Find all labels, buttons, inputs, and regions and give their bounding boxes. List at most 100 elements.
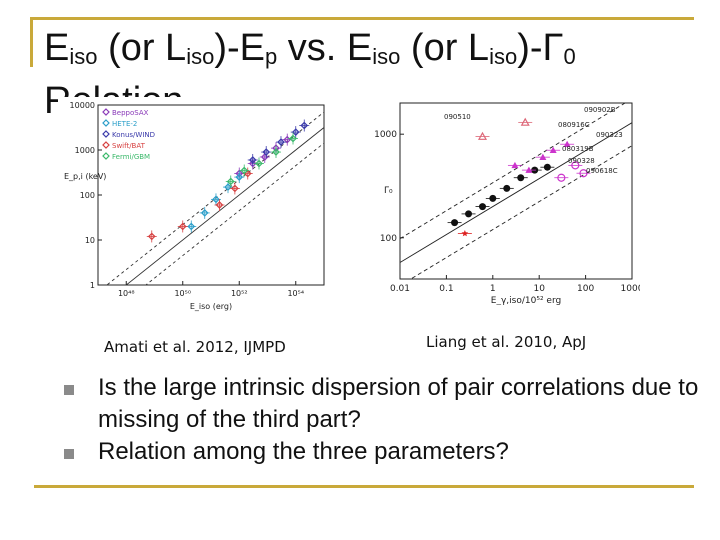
legend-label: HETE-2	[112, 120, 137, 128]
data-point	[465, 210, 473, 218]
data-point	[511, 161, 519, 169]
y-tick-label: 100	[80, 191, 95, 200]
data-point	[571, 161, 580, 170]
title-segment: (or L	[400, 27, 490, 69]
data-point	[517, 174, 525, 182]
x-tick-label: 1000	[621, 284, 640, 294]
data-point	[563, 140, 571, 148]
data-point	[300, 121, 309, 130]
data-point	[525, 166, 533, 173]
y-tick-label: 10	[85, 236, 95, 245]
best-fit-line	[400, 122, 632, 263]
data-point	[557, 173, 566, 182]
bullet-square-icon	[64, 449, 74, 459]
bullet-text: Relation among the three parameters?	[98, 438, 509, 465]
grb-label: 080916C	[558, 121, 590, 129]
data-point	[231, 184, 239, 193]
title-subscript: iso	[489, 44, 518, 69]
amati-chart-panel: 10⁴⁸ 10⁵⁰ 10⁵² 10⁵⁴ 1 10 100 1000 10000 E_iso (er…	[58, 97, 332, 313]
x-tick-label: 1	[490, 284, 496, 294]
x-tick-label: 10⁵⁰	[174, 289, 191, 298]
title-subscript: 0	[563, 44, 576, 69]
bullet-item: Relation among the three parameters?	[64, 436, 704, 468]
title-subscript: iso	[372, 44, 401, 69]
title-segment: (or L	[97, 27, 187, 69]
grb-label: 080319B	[562, 145, 594, 153]
grb-label: 090328	[568, 157, 595, 165]
x-tick-label: 10⁵⁴	[287, 289, 304, 298]
data-point	[461, 230, 469, 237]
legend-label: Konus/WIND	[112, 131, 155, 139]
x-tick-label: 0.1	[439, 284, 453, 294]
data-point	[255, 159, 263, 168]
upper-bound-line	[400, 103, 626, 240]
data-point	[539, 153, 547, 160]
data-point	[147, 232, 156, 241]
x-axis-label: E_iso (erg)	[190, 302, 232, 311]
plot-frame	[399, 102, 633, 280]
title-segment: )-E	[214, 27, 265, 69]
data-point	[451, 219, 459, 227]
data-point	[503, 184, 511, 192]
bullet-text: Is the large intrinsic dispersion of pai…	[98, 374, 699, 433]
legend: BeppoSAX HETE-2 Konus/WIND Swift/BAT Fermi/G…	[102, 108, 155, 161]
data-point	[224, 183, 232, 191]
frame-left-line	[30, 17, 33, 67]
plot-frame	[97, 104, 325, 286]
y-tick-label: 100	[380, 234, 397, 244]
x-tick-label: 100	[577, 284, 594, 294]
bullet-square-icon	[64, 385, 74, 395]
frame-bottom-line	[34, 485, 694, 488]
data-point	[102, 152, 110, 160]
data-point	[489, 194, 497, 202]
data-point	[235, 173, 244, 181]
data-point	[272, 148, 280, 156]
bullet-list: Is the large intrinsic dispersion of pai…	[64, 372, 704, 468]
title-subscript: iso	[69, 44, 98, 69]
x-tick-label: 0.01	[390, 284, 410, 294]
y-tick-label: 1	[90, 281, 95, 290]
data-point	[240, 166, 249, 175]
liang-chart-panel: 0.01 0.1 1 10 100 1000 100 1000 E_γ,iso/10⁵² erg…	[362, 97, 640, 305]
lower-bound-line	[409, 145, 632, 279]
data-point	[579, 169, 588, 178]
data-point	[248, 159, 257, 168]
y-tick-label: 10000	[70, 101, 95, 110]
x-tick-label: 10⁵²	[231, 289, 248, 298]
data-point	[477, 131, 488, 140]
data-point	[187, 222, 196, 231]
data-point	[520, 117, 530, 126]
data-point	[289, 134, 297, 143]
title-segment: vs. E	[277, 27, 373, 69]
fit-lines	[400, 103, 632, 279]
x-axis-label: E_γ,iso/10⁵² erg	[491, 296, 561, 305]
slide-title: Eiso (or Liso)-Ep vs. Eiso (or Liso)-Γ0R…	[44, 26, 576, 123]
title-segment: )-Γ	[517, 27, 564, 69]
amati-caption: Amati et al. 2012, IJMPD	[104, 338, 286, 356]
data-point	[262, 148, 271, 156]
data-point	[549, 146, 557, 154]
y-axis-label: E_p,i (keV)	[64, 172, 106, 181]
data-points	[146, 119, 310, 243]
data-point	[212, 195, 220, 204]
liang-caption: Liang et al. 2010, ApJ	[426, 333, 587, 351]
y-axis-label: Γ₀	[384, 186, 393, 196]
liang-chart: 0.01 0.1 1 10 100 1000 100 1000 E_γ,iso/10⁵² erg…	[374, 102, 640, 305]
legend-label: Swift/BAT	[112, 142, 146, 150]
title-line: Eiso (or Liso)-Ep vs. Eiso (or Liso)-Γ0	[44, 26, 576, 79]
data-point	[479, 203, 487, 211]
grb-label: 090510	[444, 113, 471, 121]
legend-label: Fermi/GBM	[112, 153, 150, 161]
amati-chart: 10⁴⁸ 10⁵⁰ 10⁵² 10⁵⁴ 1 10 100 1000 10000 E_iso (er…	[64, 101, 325, 311]
data-point	[102, 119, 110, 127]
data-point	[102, 108, 110, 116]
frame-top-line	[30, 17, 694, 20]
x-tick-label: 10	[533, 284, 545, 294]
grb-label: 090323	[596, 131, 623, 139]
data-point	[226, 177, 235, 186]
data-point	[102, 141, 110, 149]
y-tick-label: 1000	[75, 146, 95, 155]
title-subscript: iso	[186, 44, 215, 69]
data-point	[178, 222, 187, 231]
